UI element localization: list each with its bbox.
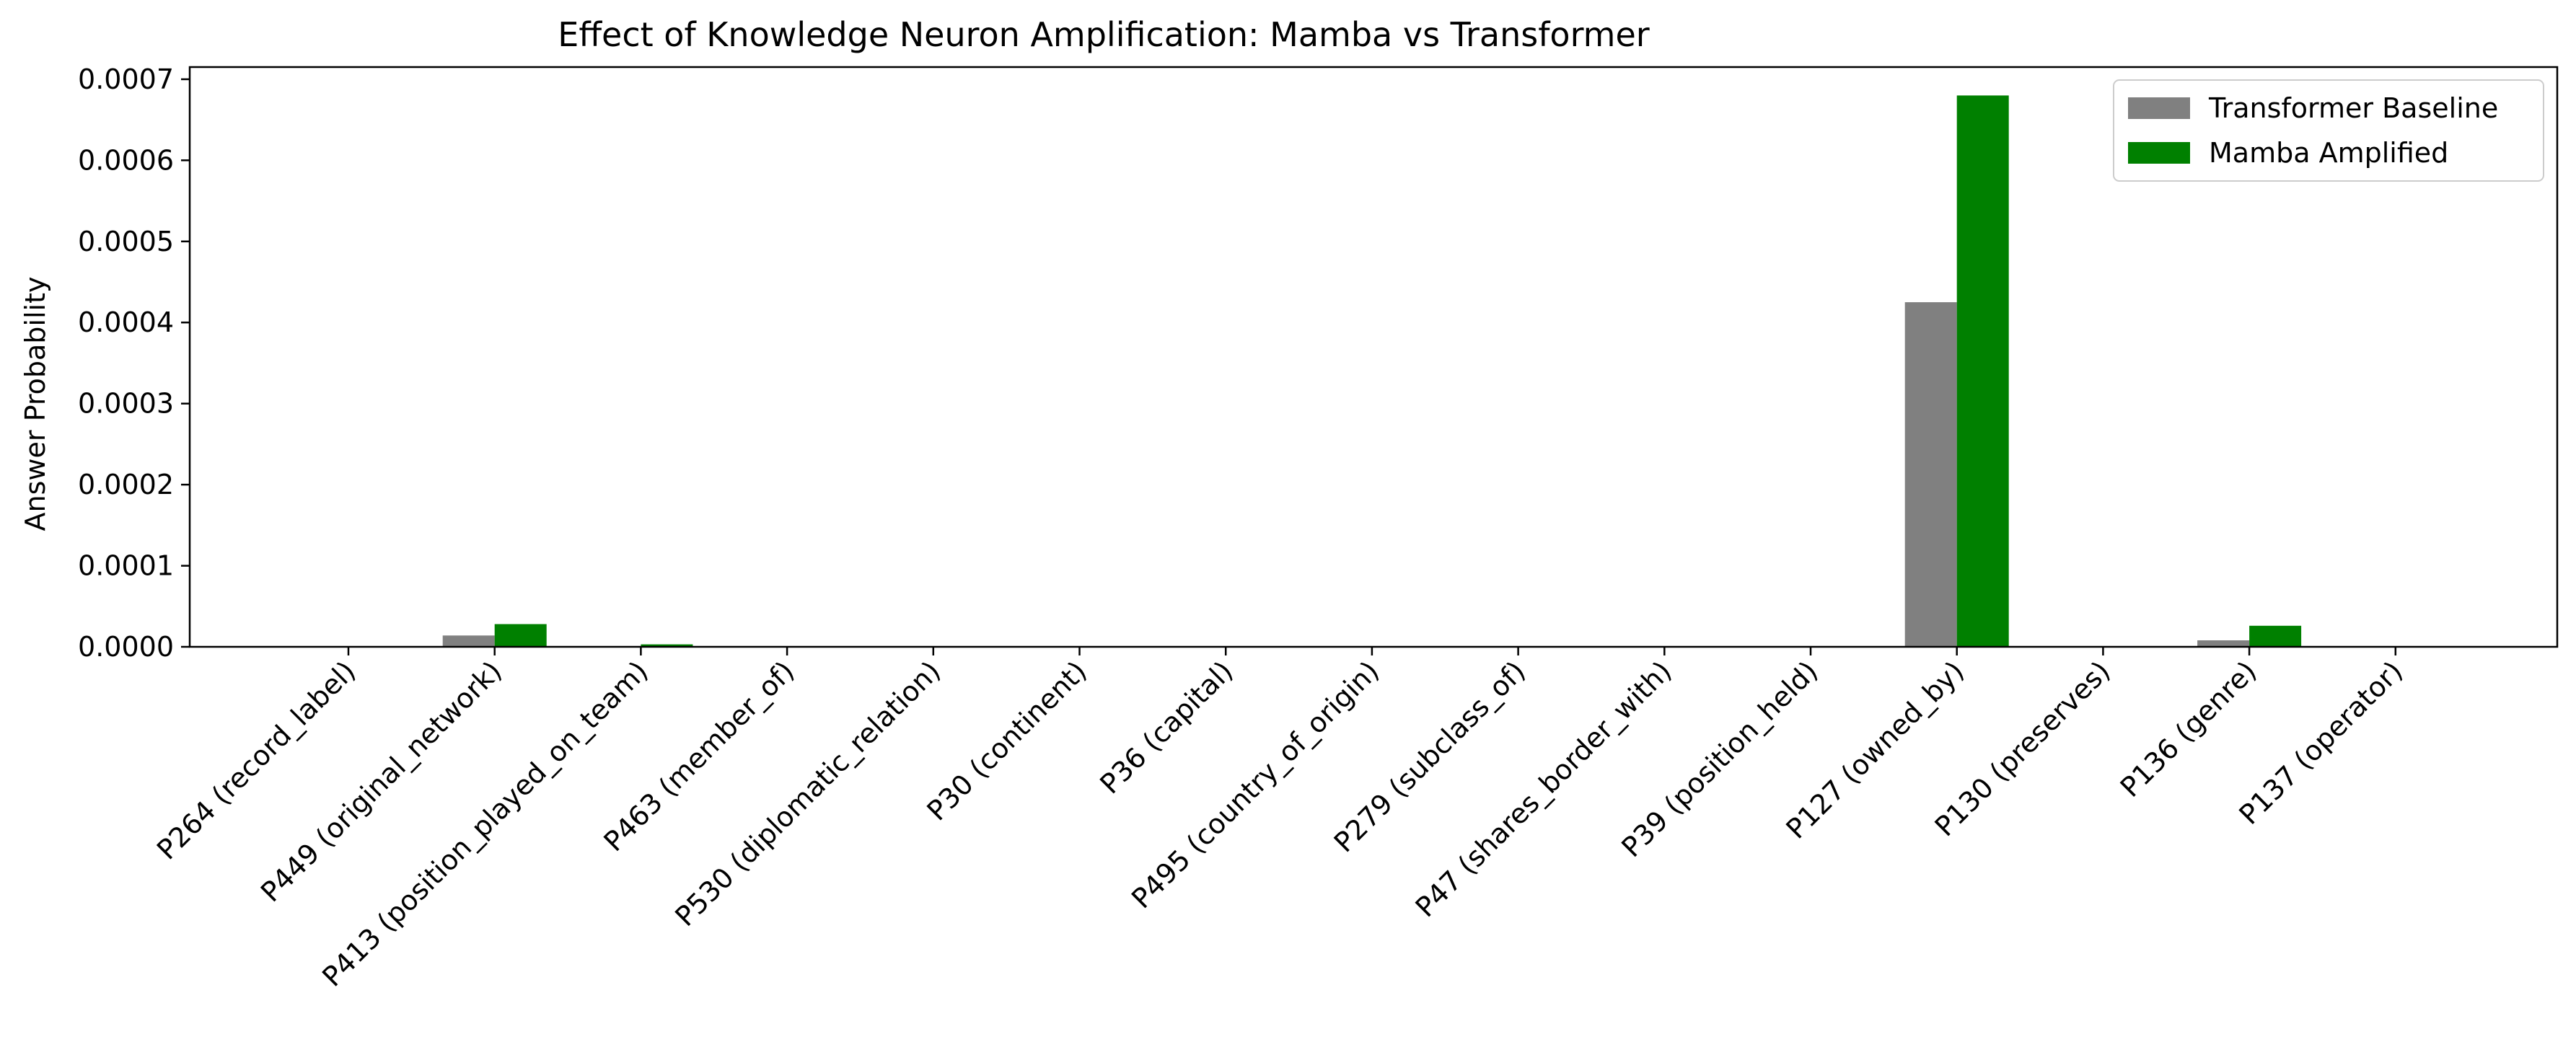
y-tick-label: 0.0005 [78,226,174,257]
bar-mamba-amplified-2 [641,644,693,647]
y-tick-label: 0.0003 [78,388,174,420]
bar-mamba-amplified-13 [2249,625,2302,647]
legend: Transformer Baseline Mamba Amplified [2113,79,2544,182]
legend-entry-label: Mamba Amplified [2209,137,2448,169]
y-axis-ticks: 0.0000 0.0001 0.0002 0.0003 0.0004 0.0005 0.00… [78,63,190,663]
plot-area-frame [188,66,2559,648]
y-tick-label: 0.0001 [78,550,174,582]
bar-transformer-baseline-11 [1904,302,1957,647]
legend-swatch [2128,142,2190,164]
y-axis-label: Answer Probability [19,277,51,531]
y-tick-label: 0.0004 [78,306,174,338]
bar-mamba-amplified-1 [494,624,547,647]
bars-layer [442,95,2302,647]
y-tick-label: 0.0007 [78,63,174,95]
y-tick-label: 0.0002 [78,469,174,500]
bar-transformer-baseline-13 [2197,640,2250,647]
bar-transformer-baseline-1 [442,635,495,647]
chart-title: Effect of Knowledge Neuron Amplification… [558,15,1649,54]
y-tick-label: 0.0006 [78,144,174,176]
legend-box [2113,79,2544,182]
legend-swatch [2128,97,2190,119]
y-tick-label: 0.0000 [78,631,174,663]
bar-mamba-amplified-11 [1956,95,2009,647]
legend-entry-label: Transformer Baseline [2208,92,2498,124]
